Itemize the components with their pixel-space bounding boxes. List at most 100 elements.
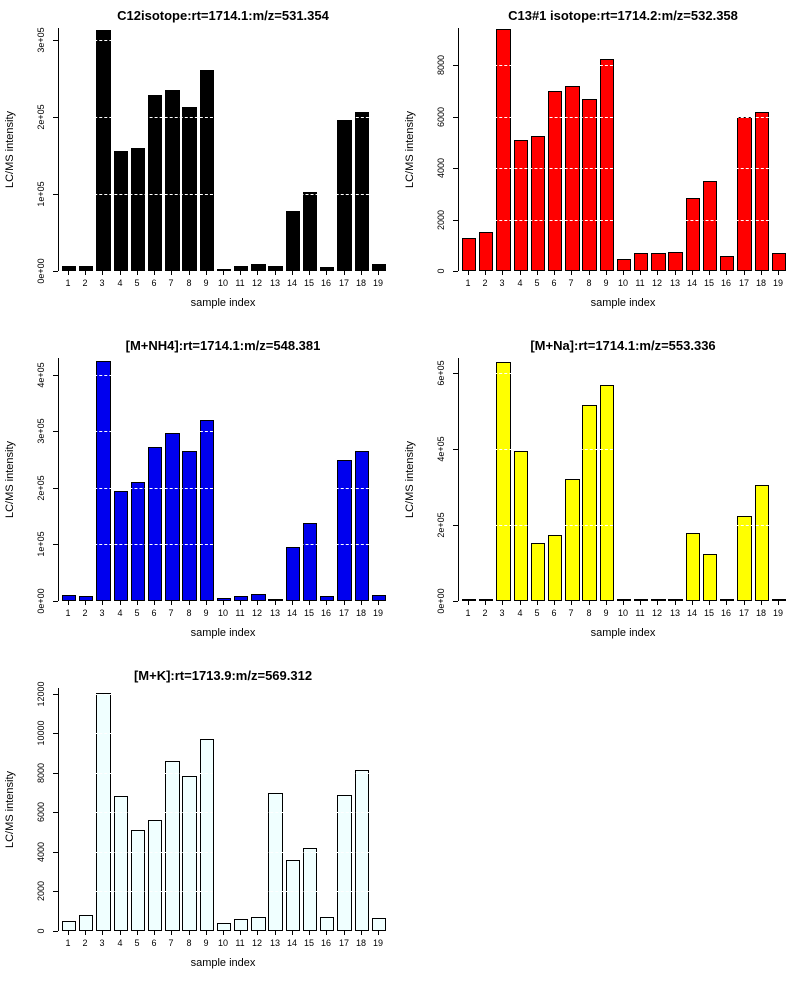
y-tick: [453, 449, 458, 450]
x-tick: [761, 271, 762, 275]
x-tick: [68, 931, 69, 935]
x-tick-label: 13: [269, 278, 280, 288]
x-tick-label: 18: [755, 278, 766, 288]
y-tick: [53, 431, 58, 432]
x-tick-label: 15: [303, 938, 314, 948]
x-tick-label: 3: [99, 938, 105, 948]
bar: [668, 252, 683, 271]
gridline: [459, 525, 789, 526]
x-tick: [378, 271, 379, 275]
gridline: [59, 194, 389, 195]
x-tick: [137, 931, 138, 935]
y-tick: [453, 168, 458, 169]
x-tick-label: 2: [482, 608, 488, 618]
chart-title: C13#1 isotope:rt=1714.2:m/z=532.358: [508, 8, 738, 23]
x-tick-label: 1: [465, 608, 471, 618]
x-tick: [171, 931, 172, 935]
bar: [113, 796, 128, 931]
bar: [685, 533, 701, 601]
x-tick-label: 9: [203, 938, 209, 948]
y-tick: [53, 117, 58, 118]
x-tick-label: 17: [338, 608, 349, 618]
x-tick: [361, 931, 362, 935]
x-tick: [189, 601, 190, 605]
y-tick: [53, 891, 58, 892]
bar: [530, 543, 546, 601]
y-tick: [453, 220, 458, 221]
y-tick-label: 12000: [36, 681, 46, 707]
x-tick: [709, 601, 710, 605]
x-tick: [154, 601, 155, 605]
x-tick: [657, 601, 658, 605]
x-tick: [361, 601, 362, 605]
x-tick: [292, 931, 293, 935]
y-tick-label: 3e+05: [36, 27, 46, 53]
x-tick-label: 7: [568, 278, 574, 288]
bar: [268, 599, 283, 601]
x-tick: [778, 601, 779, 605]
x-tick-label: 6: [551, 278, 557, 288]
x-tick-label: 16: [720, 608, 731, 618]
bar: [302, 192, 318, 271]
x-tick-label: 8: [186, 278, 192, 288]
y-tick: [53, 694, 58, 695]
y-tick-label: 10000: [36, 720, 46, 746]
y-tick-label: 6000: [36, 801, 46, 823]
x-tick: [223, 271, 224, 275]
bar: [251, 594, 266, 601]
y-tick-label: 6000: [436, 106, 446, 128]
x-tick-label: 3: [499, 608, 505, 618]
bar: [337, 120, 352, 271]
gridline: [459, 449, 789, 450]
bar: [616, 259, 632, 271]
y-tick: [53, 40, 58, 41]
bar: [302, 523, 318, 601]
x-tick-label: 7: [568, 608, 574, 618]
x-tick: [292, 271, 293, 275]
y-tick-label: 0e+00: [436, 588, 446, 614]
bar: [147, 447, 163, 601]
x-tick: [102, 271, 103, 275]
bar: [165, 433, 180, 601]
x-tick-label: 17: [738, 278, 749, 288]
x-tick: [240, 601, 241, 605]
bar: [479, 232, 494, 271]
x-tick-label: 16: [320, 938, 331, 948]
x-tick-label: 9: [203, 608, 209, 618]
bar: [651, 599, 666, 601]
x-tick: [606, 601, 607, 605]
x-tick-label: 1: [65, 278, 71, 288]
x-tick: [309, 601, 310, 605]
x-tick: [589, 601, 590, 605]
x-tick: [275, 931, 276, 935]
gridline: [59, 375, 389, 376]
x-tick-label: 2: [82, 608, 88, 618]
x-tick: [726, 601, 727, 605]
bar: [371, 264, 387, 271]
x-tick-label: 3: [99, 608, 105, 618]
x-tick-label: 4: [517, 278, 523, 288]
x-tick-label: 8: [586, 278, 592, 288]
x-tick-label: 18: [355, 938, 366, 948]
bar: [302, 848, 318, 931]
y-tick: [53, 271, 58, 272]
bar: [754, 485, 769, 601]
bar: [565, 479, 580, 601]
bar: [96, 30, 111, 271]
x-tick: [485, 271, 486, 275]
x-axis-label: sample index: [190, 297, 256, 309]
y-tick: [453, 271, 458, 272]
bar: [565, 86, 580, 271]
x-tick-label: 5: [534, 608, 540, 618]
x-tick: [206, 931, 207, 935]
bar: [113, 491, 128, 601]
x-tick: [537, 601, 538, 605]
x-tick: [502, 271, 503, 275]
y-tick-label: 1e+05: [36, 181, 46, 207]
x-tick: [137, 601, 138, 605]
y-tick-label: 2000: [436, 209, 446, 231]
x-tick: [223, 601, 224, 605]
chart-title: C12isotope:rt=1714.1:m/z=531.354: [117, 8, 329, 23]
bar: [79, 596, 94, 601]
x-axis-label: sample index: [190, 957, 256, 969]
